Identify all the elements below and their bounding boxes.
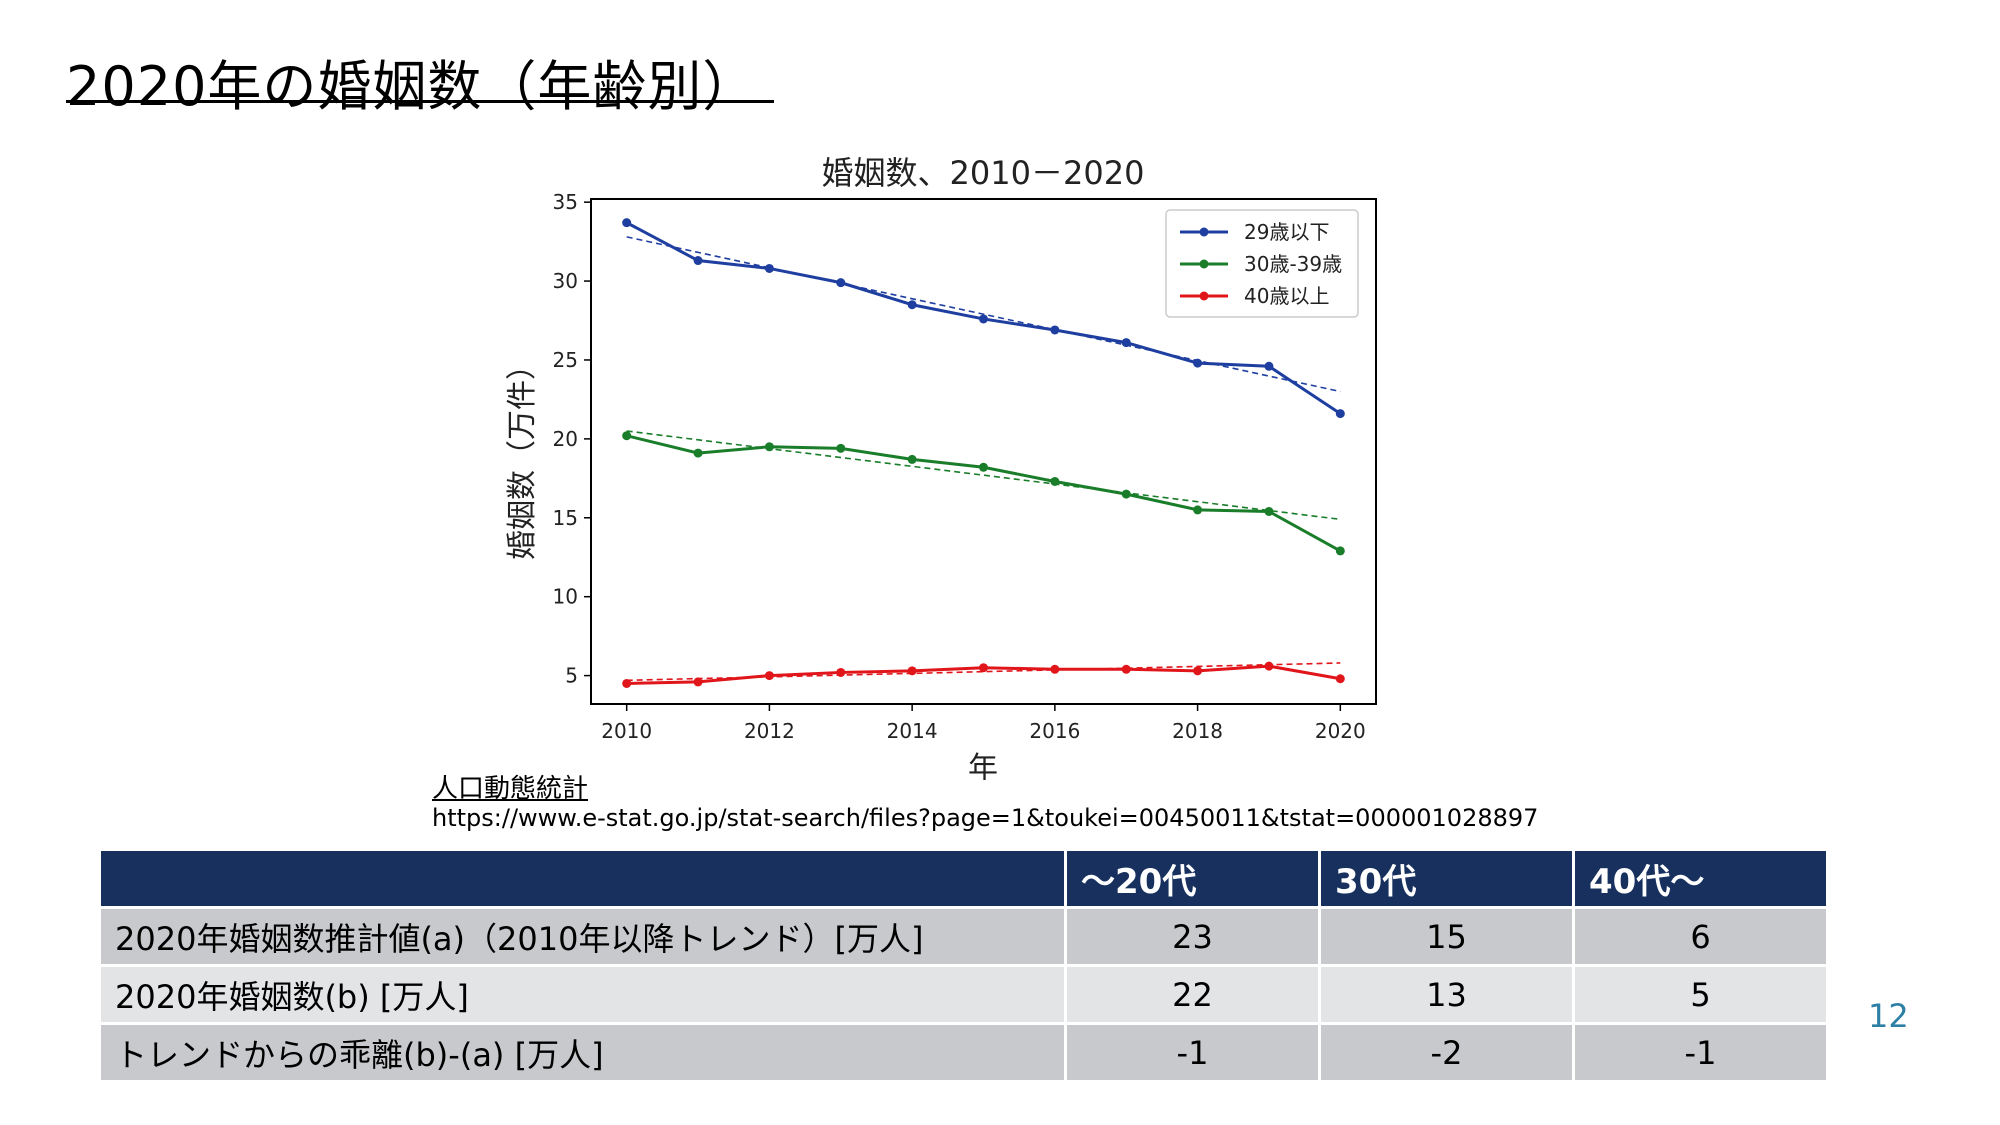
data-point — [1264, 506, 1274, 516]
data-point — [1193, 666, 1203, 676]
data-point — [907, 666, 917, 676]
x-tick-label: 2014 — [887, 719, 938, 743]
title-underline — [66, 100, 774, 103]
series-layer — [622, 218, 1345, 688]
data-point — [1050, 664, 1060, 674]
data-point — [979, 314, 988, 324]
data-point — [979, 663, 988, 673]
y-axis: 5 10 15 20 25 30 35 — [553, 190, 591, 688]
data-point — [1335, 409, 1345, 419]
table-cell: -2 — [1318, 1022, 1575, 1083]
data-point — [907, 300, 917, 310]
source-url-link[interactable]: https://www.e-stat.go.jp/stat-search/fil… — [432, 804, 1539, 832]
plot-area-frame — [590, 198, 1377, 705]
legend-marker — [1199, 291, 1209, 301]
data-point — [693, 256, 703, 266]
marriage-stats-table: ～20代 30代 40代～ 2020年婚姻数推計値(a)（2010年以降トレンド… — [98, 848, 1829, 1083]
table-cell: 13 — [1318, 964, 1575, 1025]
data-point — [622, 218, 632, 228]
legend-marker — [1199, 259, 1209, 269]
data-point — [1193, 358, 1203, 368]
legend-marker — [1199, 227, 1209, 237]
legend-label: 29歳以下 — [1244, 220, 1329, 244]
data-point — [1264, 361, 1274, 371]
line-chart: 婚姻数、2010－2020 5 10 15 20 25 30 35 2010 2012 2014… — [505, 154, 1377, 780]
data-point — [1050, 325, 1060, 335]
x-tick-label: 2016 — [1029, 719, 1080, 743]
table-header-row: ～20代 30代 40代～ — [98, 848, 1829, 909]
y-tick-label: 25 — [553, 348, 578, 372]
data-point — [1335, 546, 1345, 556]
x-tick-label: 2020 — [1315, 719, 1366, 743]
table-header-cell — [98, 848, 1067, 909]
data-point — [836, 278, 846, 288]
x-axis-label: 年 — [968, 751, 998, 780]
table-cell: 5 — [1572, 964, 1829, 1025]
data-point — [622, 431, 632, 441]
row-label: 2020年婚姻数推計値(a)（2010年以降トレンド）[万人] — [98, 906, 1067, 967]
data-point — [764, 671, 774, 681]
legend-box — [1165, 209, 1359, 318]
data-point — [1264, 661, 1274, 671]
table-header-cell: 40代～ — [1572, 848, 1829, 909]
table-cell: 22 — [1064, 964, 1321, 1025]
y-tick-label: 15 — [553, 506, 578, 530]
legend: 29歳以下 30歳-39歳 40歳以上 — [1165, 209, 1359, 318]
data-point — [764, 263, 774, 273]
y-tick-label: 10 — [553, 585, 578, 609]
slide-title: 2020年の婚姻数（年齢別） — [66, 55, 758, 118]
table-row: 2020年婚姻数推計値(a)（2010年以降トレンド）[万人] 23 15 6 — [98, 906, 1829, 967]
data-point — [622, 678, 632, 688]
data-point — [764, 442, 774, 452]
data-point — [1050, 476, 1060, 486]
data-point — [907, 454, 917, 464]
series-line — [626, 434, 1342, 553]
table-cell: 15 — [1318, 906, 1575, 967]
x-tick-label: 2012 — [744, 719, 795, 743]
row-label: トレンドからの乖離(b)-(a) [万人] — [98, 1022, 1067, 1083]
x-tick-label: 2018 — [1172, 719, 1223, 743]
data-point — [1335, 674, 1345, 684]
legend-label: 30歳-39歳 — [1244, 252, 1342, 276]
table-header-cell: 30代 — [1318, 848, 1575, 909]
chart-title: 婚姻数、2010－2020 — [822, 154, 1145, 192]
row-label: 2020年婚姻数(b) [万人] — [98, 964, 1067, 1025]
y-axis-label: 婚姻数（万件） — [505, 350, 540, 560]
data-point — [1121, 338, 1131, 348]
table-cell: -1 — [1572, 1022, 1829, 1083]
table-row: 2020年婚姻数(b) [万人] 22 13 5 — [98, 964, 1829, 1025]
data-point — [836, 667, 846, 677]
source-label[interactable]: 人口動態統計 — [432, 774, 589, 804]
data-point — [979, 462, 988, 472]
data-point — [1121, 664, 1131, 674]
trend-line — [626, 236, 1341, 393]
y-tick-label: 35 — [553, 190, 578, 214]
data-point — [1193, 505, 1203, 515]
page-number: 12 — [1868, 997, 1909, 1035]
table-cell: -1 — [1064, 1022, 1321, 1083]
table-cell: 23 — [1064, 906, 1321, 967]
y-tick-label: 30 — [553, 269, 578, 293]
data-point — [1121, 489, 1131, 499]
data-point — [693, 448, 703, 458]
table-header-cell: ～20代 — [1064, 848, 1321, 909]
trend-line — [626, 430, 1341, 521]
y-tick-label: 5 — [565, 664, 578, 688]
x-axis: 2010 2012 2014 2016 2018 2020 — [601, 704, 1366, 743]
data-point — [693, 677, 703, 687]
y-tick-label: 20 — [553, 427, 578, 451]
table-row: トレンドからの乖離(b)-(a) [万人] -1 -2 -1 — [98, 1022, 1829, 1083]
trend-line — [626, 662, 1341, 682]
x-tick-label: 2010 — [601, 719, 652, 743]
legend-label: 40歳以上 — [1244, 284, 1329, 308]
table-cell: 6 — [1572, 906, 1829, 967]
data-point — [836, 443, 846, 453]
